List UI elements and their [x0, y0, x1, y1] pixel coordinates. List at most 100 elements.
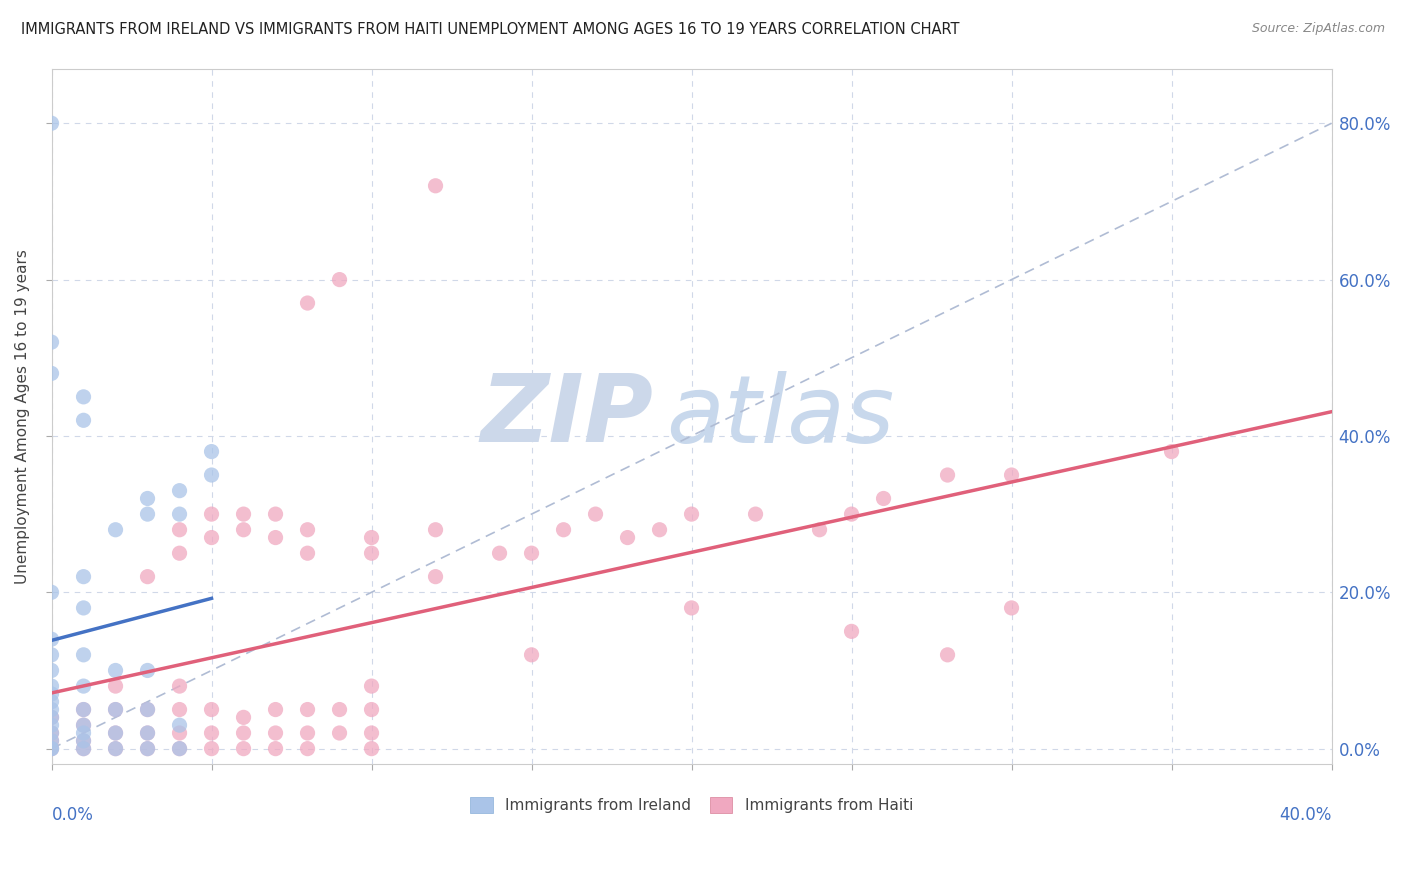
- Point: [841, 624, 863, 639]
- Text: 0.0%: 0.0%: [52, 806, 93, 824]
- Point: [72, 413, 94, 427]
- Point: [616, 531, 638, 545]
- Point: [200, 531, 222, 545]
- Point: [360, 546, 382, 560]
- Point: [104, 702, 127, 716]
- Point: [41, 632, 63, 647]
- Point: [41, 687, 63, 701]
- Point: [1000, 601, 1022, 615]
- Point: [41, 679, 63, 693]
- Point: [232, 507, 254, 521]
- Point: [520, 648, 543, 662]
- Point: [264, 741, 287, 756]
- Point: [169, 726, 191, 740]
- Point: [41, 734, 63, 748]
- Point: [72, 734, 94, 748]
- Point: [232, 523, 254, 537]
- Point: [41, 702, 63, 716]
- Point: [297, 741, 319, 756]
- Point: [808, 523, 831, 537]
- Point: [41, 367, 63, 381]
- Point: [41, 741, 63, 756]
- Point: [585, 507, 607, 521]
- Point: [360, 531, 382, 545]
- Point: [41, 710, 63, 724]
- Point: [232, 710, 254, 724]
- Y-axis label: Unemployment Among Ages 16 to 19 years: Unemployment Among Ages 16 to 19 years: [15, 249, 30, 584]
- Point: [41, 741, 63, 756]
- Point: [169, 741, 191, 756]
- Point: [264, 507, 287, 521]
- Point: [104, 726, 127, 740]
- Point: [328, 726, 350, 740]
- Point: [169, 546, 191, 560]
- Point: [41, 741, 63, 756]
- Point: [425, 569, 447, 583]
- Point: [200, 741, 222, 756]
- Point: [41, 718, 63, 732]
- Point: [41, 335, 63, 350]
- Point: [169, 679, 191, 693]
- Point: [841, 507, 863, 521]
- Point: [136, 507, 159, 521]
- Point: [104, 679, 127, 693]
- Point: [744, 507, 766, 521]
- Point: [297, 726, 319, 740]
- Point: [872, 491, 894, 506]
- Point: [200, 468, 222, 483]
- Point: [328, 272, 350, 286]
- Point: [520, 546, 543, 560]
- Point: [41, 726, 63, 740]
- Point: [681, 601, 703, 615]
- Point: [425, 178, 447, 193]
- Point: [1160, 444, 1182, 458]
- Point: [72, 741, 94, 756]
- Point: [232, 741, 254, 756]
- Point: [104, 741, 127, 756]
- Legend: Immigrants from Ireland, Immigrants from Haiti: Immigrants from Ireland, Immigrants from…: [464, 791, 920, 819]
- Point: [360, 702, 382, 716]
- Point: [104, 726, 127, 740]
- Point: [72, 702, 94, 716]
- Text: atlas: atlas: [666, 371, 894, 462]
- Text: IMMIGRANTS FROM IRELAND VS IMMIGRANTS FROM HAITI UNEMPLOYMENT AMONG AGES 16 TO 1: IMMIGRANTS FROM IRELAND VS IMMIGRANTS FR…: [21, 22, 959, 37]
- Point: [425, 523, 447, 537]
- Point: [169, 702, 191, 716]
- Point: [936, 648, 959, 662]
- Point: [72, 648, 94, 662]
- Point: [169, 523, 191, 537]
- Text: ZIP: ZIP: [481, 370, 654, 462]
- Point: [169, 718, 191, 732]
- Point: [264, 702, 287, 716]
- Point: [200, 444, 222, 458]
- Point: [72, 679, 94, 693]
- Point: [297, 523, 319, 537]
- Point: [1000, 468, 1022, 483]
- Text: Source: ZipAtlas.com: Source: ZipAtlas.com: [1251, 22, 1385, 36]
- Text: 40.0%: 40.0%: [1279, 806, 1331, 824]
- Point: [41, 585, 63, 599]
- Point: [136, 491, 159, 506]
- Point: [136, 664, 159, 678]
- Point: [488, 546, 510, 560]
- Point: [169, 741, 191, 756]
- Point: [136, 741, 159, 756]
- Point: [104, 523, 127, 537]
- Point: [328, 702, 350, 716]
- Point: [169, 483, 191, 498]
- Point: [72, 702, 94, 716]
- Point: [232, 726, 254, 740]
- Point: [360, 726, 382, 740]
- Point: [936, 468, 959, 483]
- Point: [264, 726, 287, 740]
- Point: [297, 702, 319, 716]
- Point: [681, 507, 703, 521]
- Point: [360, 741, 382, 756]
- Point: [264, 531, 287, 545]
- Point: [136, 702, 159, 716]
- Point: [136, 726, 159, 740]
- Point: [72, 601, 94, 615]
- Point: [72, 726, 94, 740]
- Point: [41, 726, 63, 740]
- Point: [72, 741, 94, 756]
